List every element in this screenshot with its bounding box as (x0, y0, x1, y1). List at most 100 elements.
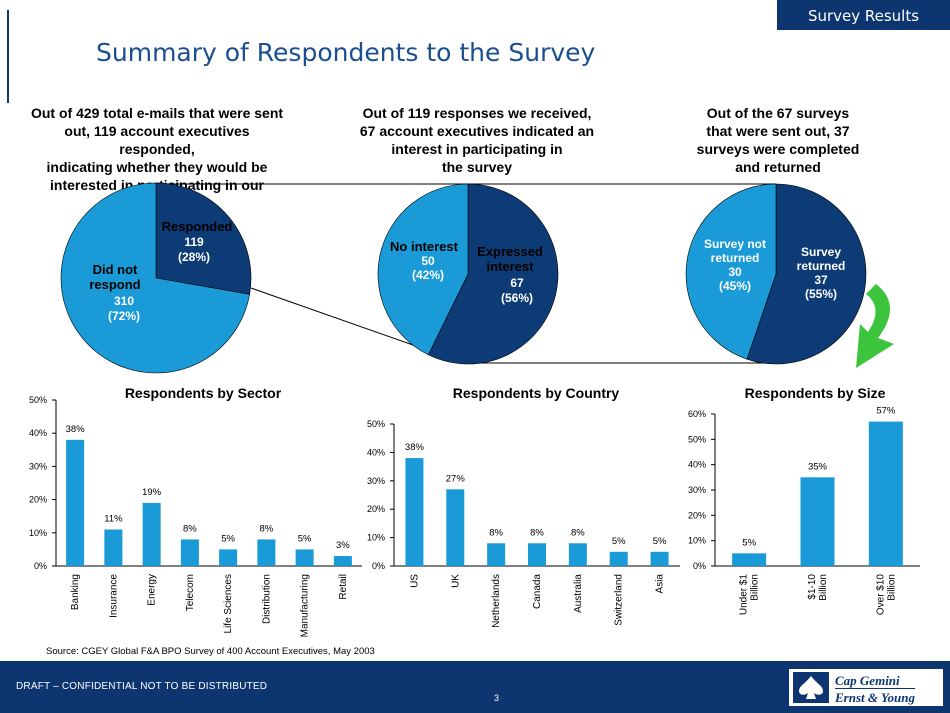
bar (528, 543, 546, 566)
slice-pct: (55%) (805, 287, 837, 301)
y-tick-label: 10% (29, 528, 47, 538)
slice-pct: (28%) (178, 250, 210, 264)
page-title: Summary of Respondents to the Survey (96, 38, 596, 67)
category-label: Billion (750, 574, 761, 601)
bar-value-label: 11% (104, 513, 123, 524)
bar (732, 553, 767, 566)
y-tick-label: 50% (688, 434, 706, 444)
pie-slice-no-interest (377, 183, 469, 356)
slice-pct: (72%) (108, 309, 140, 323)
bar-value-label: 5% (653, 536, 667, 547)
category-label: Over $10 (875, 574, 886, 616)
category-label: US (409, 574, 420, 588)
bar-charts: Respondents by Sector 0% 10% 20% 30% 40% 50% 38… (29, 385, 920, 637)
bar-value-label: 5% (612, 536, 626, 547)
pie-slice-did-not-respond (60, 182, 250, 374)
bar-value-label: 5% (298, 533, 312, 544)
bar (446, 489, 465, 566)
chart-title: Respondents by Size (745, 385, 886, 401)
bar-value-label: 8% (260, 523, 274, 534)
slice-label: Survey (801, 245, 841, 259)
pie-slice-responded (155, 182, 252, 295)
connector-line (250, 287, 431, 352)
logo-text: Ernst & Young (835, 688, 915, 705)
bar-value-label: 5% (742, 537, 756, 548)
y-tick-label: 20% (688, 510, 706, 520)
category-label: Energy (147, 574, 158, 606)
bar (800, 477, 835, 566)
bar-value-label: 8% (530, 527, 544, 538)
y-tick-label: 30% (29, 461, 47, 471)
category-label: Australia (573, 574, 584, 613)
caption-line: 67 account executives indicated an (359, 123, 595, 139)
slice-label: Survey not (704, 237, 766, 251)
category-label: Billion (886, 574, 897, 601)
category-label: Canada (532, 574, 543, 609)
bar-value-label: 38% (66, 424, 86, 435)
bar (609, 551, 628, 566)
category-label: UK (450, 574, 461, 588)
curved-arrow-icon (856, 284, 894, 368)
y-tick-label: 50% (367, 419, 385, 429)
slice-label: No interest (390, 239, 459, 254)
slice-value: 310 (114, 294, 134, 308)
bar-value-label: 27% (446, 473, 466, 484)
caption-returned: Out of the 67 surveys that were sent out… (668, 104, 888, 176)
slice-value: 50 (421, 254, 435, 268)
slice-label: returned (797, 259, 846, 273)
slice-label: interest (487, 259, 535, 274)
slice-label: Responded (162, 219, 233, 234)
caption-line: interest in participating in (391, 141, 563, 157)
category-label: Life Sciences (223, 574, 234, 633)
pie-slice-expressed-interest (427, 183, 559, 365)
funnel-pies: Responded 119 (28%) Did not respond 310 … (60, 182, 894, 374)
bar (142, 502, 161, 566)
y-tick-label: 40% (688, 460, 706, 470)
y-tick-label: 40% (367, 447, 385, 457)
caption-responded: Out of 429 total e-mails that were sent … (26, 104, 288, 212)
slice-value: 30 (728, 265, 742, 279)
bar (868, 421, 903, 566)
bar-value-label: 8% (571, 527, 585, 538)
category-label: Retail (338, 574, 349, 600)
caption-line: Out of 119 responses we received, (362, 105, 592, 121)
slice-pct: (56%) (501, 291, 533, 305)
caption-line: Out of the 67 surveys (706, 105, 850, 121)
caption-line: the survey (441, 159, 513, 175)
y-tick-label: 60% (688, 409, 706, 419)
chart-title: Respondents by Sector (125, 385, 282, 401)
y-tick-label: 30% (688, 485, 706, 495)
caption-line: out, 119 account executives responded, (64, 123, 250, 157)
bar-value-label: 8% (489, 527, 503, 538)
category-label: Switzerland (614, 574, 625, 626)
category-label: Distribution (261, 574, 272, 624)
bar-value-label: 38% (405, 442, 425, 453)
y-tick-label: 20% (367, 504, 385, 514)
bar (66, 439, 85, 566)
slice-label: respond (89, 277, 140, 292)
bar (104, 529, 123, 566)
category-label: Insurance (108, 574, 119, 618)
slice-label: returned (711, 251, 760, 265)
caption-interest: Out of 119 responses we received, 67 acc… (346, 104, 608, 176)
bar (568, 543, 587, 566)
category-label: Netherlands (491, 574, 502, 628)
caption-line: surveys were completed (696, 141, 860, 157)
slice-label: Did not (93, 262, 138, 277)
bar-value-label: 5% (221, 533, 235, 544)
slice-pct: (42%) (412, 268, 444, 282)
caption-line: and returned (735, 159, 821, 175)
slice-pct: (45%) (719, 279, 751, 293)
category-label: Telecom (185, 574, 196, 611)
y-tick-label: 0% (34, 561, 47, 571)
chart-title: Respondents by Country (453, 385, 620, 401)
bar (650, 551, 669, 566)
category-label: Manufacturing (300, 574, 311, 637)
accent-line (7, 10, 9, 103)
y-tick-label: 30% (367, 476, 385, 486)
y-tick-label: 40% (29, 428, 47, 438)
category-label: Billion (818, 574, 829, 601)
slice-value: 37 (814, 273, 828, 287)
caption-line: Out of 429 total e-mails that were sent (30, 105, 284, 121)
bar-value-label: 8% (183, 523, 197, 534)
